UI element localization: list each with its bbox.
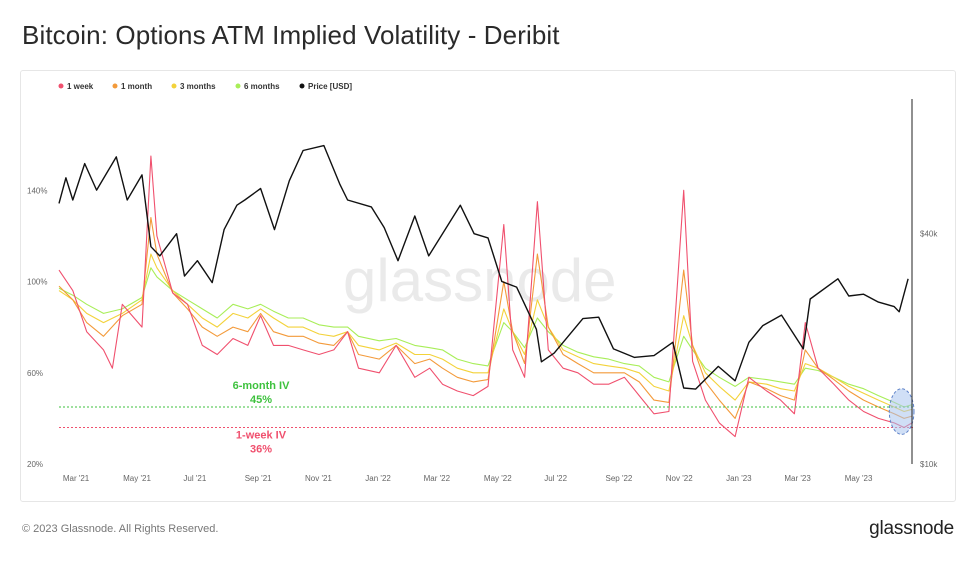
legend-label-1[interactable]: 1 month [121,82,152,91]
iv-chart: glassnode 1 week 1 month 3 months 6 months P… [27,82,938,483]
legend-swatch-3 [235,83,241,89]
x-tick-label: Mar '21 [63,474,90,483]
x-axis-ticks: Mar '21 May '21 Jul '21 Sep '21 Nov '21 Jan '… [63,474,873,483]
series-line-4 [58,144,909,390]
legend-swatch-2 [171,83,177,89]
x-tick-label: Sep '22 [605,474,632,483]
x-tick-label: Jan '22 [365,474,391,483]
y-right-tick-label: $10k [920,460,938,469]
left-axis-ticks: 20% 60% 100% 140% [27,186,47,469]
chart-frame: glassnode 1 week 1 month 3 months 6 months P… [20,70,956,502]
legend: 1 week 1 month 3 months 6 months Price [USD] [58,82,352,91]
legend-label-0[interactable]: 1 week [67,82,94,91]
annotation-value-0: 45% [250,394,272,406]
x-tick-label: Jan '23 [726,474,752,483]
legend-swatch-4 [299,83,305,89]
y-tick-label: 60% [27,369,43,378]
legend-swatch-0 [58,83,64,89]
annotations-group: 6-month IV 45% 1-week IV 36% [59,380,915,456]
y-right-tick-label: $40k [920,230,938,239]
legend-label-2[interactable]: 3 months [180,82,216,91]
legend-label-3[interactable]: 6 months [244,82,280,91]
x-tick-label: Nov '22 [666,474,693,483]
legend-swatch-1 [112,83,118,89]
watermark: glassnode [343,247,617,314]
y-tick-label: 100% [27,278,47,287]
annotation-label-1: 1-week IV [236,430,287,442]
annotation-value-1: 36% [250,444,272,456]
x-tick-label: May '21 [123,474,151,483]
series-group [58,144,913,438]
x-tick-label: Sep '21 [245,474,272,483]
glassnode-logo: glassnode [869,518,954,539]
legend-label-4[interactable]: Price [USD] [308,82,352,91]
annotation-label-0: 6-month IV [233,380,290,392]
x-tick-label: May '22 [484,474,512,483]
series-line-0 [58,155,913,438]
page-title: Bitcoin: Options ATM Implied Volatility … [22,20,560,50]
y-tick-label: 20% [27,460,43,469]
right-axis-ticks: $10k $40k [920,230,938,469]
series-line-3 [58,267,913,408]
x-tick-label: Jul '21 [183,474,206,483]
series-line-1 [58,217,913,419]
x-tick-label: May '23 [845,474,873,483]
y-tick-label: 140% [27,186,47,195]
x-tick-label: Jul '22 [544,474,567,483]
x-tick-label: Nov '21 [305,474,332,483]
series-line-2 [58,253,913,413]
copyright-text: © 2023 Glassnode. All Rights Reserved. [22,523,219,535]
x-tick-label: Mar '22 [424,474,451,483]
highlight-ellipse [888,388,915,435]
x-tick-label: Mar '23 [784,474,811,483]
